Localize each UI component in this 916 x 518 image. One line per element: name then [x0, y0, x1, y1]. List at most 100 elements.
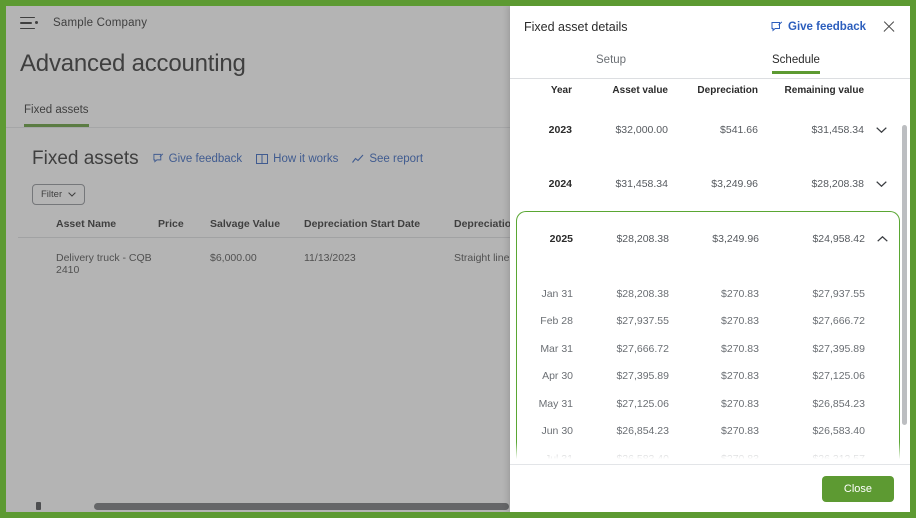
chevron-up-icon[interactable] — [865, 236, 899, 242]
cell-remaining-value: $26,312.57 — [812, 452, 865, 464]
col-asset-name: Asset Name — [56, 218, 117, 230]
year-row[interactable]: 2023 $32,000.00 $541.66 $31,458.34 — [510, 103, 910, 157]
cell-year: 2024 — [548, 178, 572, 190]
hamburger-icon[interactable] — [20, 16, 38, 30]
cell-depreciation: $270.83 — [721, 370, 759, 383]
give-feedback-link[interactable]: Give feedback — [153, 152, 243, 165]
cell-remaining-value: $27,937.55 — [812, 287, 865, 300]
filter-button[interactable]: Filter — [32, 184, 86, 205]
filter-label: Filter — [41, 189, 63, 200]
cell-depreciation: $270.83 — [721, 452, 759, 464]
cell-depreciation: $270.83 — [721, 342, 759, 355]
cell-asset-value: $31,458.34 — [615, 178, 668, 190]
panel-give-feedback-link[interactable]: Give feedback — [771, 21, 866, 33]
col-remaining-value: Remaining value — [784, 85, 864, 96]
cell-remaining-value: $27,666.72 — [812, 315, 865, 328]
cell-depreciation: $270.83 — [721, 287, 759, 300]
cell-remaining-value: $31,458.34 — [811, 124, 864, 136]
cell-year: 2025 — [549, 233, 573, 245]
scrollbar-start-marker — [36, 502, 41, 510]
company-name: Sample Company — [53, 17, 148, 29]
horizontal-scrollbar[interactable] — [6, 502, 510, 510]
month-row: Feb 28 $27,937.55 $270.83 $27,666.72 — [517, 308, 899, 336]
vertical-scrollbar[interactable] — [902, 125, 907, 455]
cell-depreciation: $270.83 — [721, 397, 759, 410]
tab-fixed-assets[interactable]: Fixed assets — [24, 104, 89, 127]
chart-line-icon — [352, 154, 364, 163]
give-feedback-label: Give feedback — [168, 152, 243, 165]
cell-method: Straight line — [454, 252, 510, 264]
scrollbar-thumb[interactable] — [94, 503, 509, 510]
cell-asset-value: $27,937.55 — [616, 315, 669, 328]
col-salvage-value: Salvage Value — [210, 218, 281, 230]
cell-asset-name: Delivery truck - CQB 2410 — [56, 252, 152, 276]
card-title: Fixed assets — [32, 148, 139, 169]
cell-depreciation: $3,249.96 — [711, 178, 758, 190]
col-price: Price — [158, 218, 184, 230]
col-expand-spacer — [864, 85, 898, 96]
schedule-rows: 2023 $32,000.00 $541.66 $31,458.34 2024 … — [510, 103, 910, 464]
panel-header: Fixed asset details Give feedback — [510, 6, 910, 48]
scrollbar-thumb[interactable] — [902, 125, 907, 425]
cell-remaining-value: $27,395.89 — [812, 342, 865, 355]
schedule-table-header: Year Asset value Depreciation Remaining … — [510, 78, 910, 103]
panel-title: Fixed asset details — [524, 20, 628, 34]
cell-remaining-value: $28,208.38 — [811, 178, 864, 190]
cell-period: Mar 31 — [540, 342, 573, 355]
cell-period: Jul 31 — [544, 452, 573, 464]
panel-footer: Close — [510, 464, 910, 512]
cell-salvage-value: $6,000.00 — [210, 252, 257, 264]
see-report-label: See report — [369, 153, 424, 165]
cell-price — [158, 252, 210, 276]
feedback-icon — [153, 153, 163, 163]
cell-asset-value: $27,125.06 — [616, 397, 669, 410]
cell-depreciation: $270.83 — [721, 315, 759, 328]
panel-give-feedback-label: Give feedback — [788, 21, 866, 33]
cell-period: Apr 30 — [542, 370, 573, 383]
how-it-works-link[interactable]: How it works — [256, 153, 338, 165]
col-asset-value: Asset value — [612, 85, 668, 96]
cell-start-date: 11/13/2023 — [304, 252, 356, 264]
expanded-year-group: 2025 $28,208.38 $3,249.96 $24,958.42 Jan… — [516, 211, 900, 464]
cell-asset-value: $28,208.38 — [616, 233, 669, 245]
panel-header-actions: Give feedback — [771, 20, 896, 34]
col-depreciation: Depreciation — [697, 85, 758, 96]
month-row: Jul 31 $26,583.40 $270.83 $26,312.57 — [517, 445, 899, 464]
close-icon[interactable] — [882, 20, 896, 34]
month-row: May 31 $27,125.06 $270.83 $26,854.23 — [517, 390, 899, 418]
page-title: Advanced accounting — [20, 50, 246, 77]
cell-asset-value: $28,208.38 — [616, 287, 669, 300]
cell-year: 2023 — [548, 124, 572, 136]
card-header: Fixed assets Give feedback How it works — [18, 142, 898, 170]
see-report-link[interactable]: See report — [352, 153, 423, 165]
cell-asset-value: $32,000.00 — [615, 124, 668, 136]
col-depreciation-start-date: Depreciation Start Date — [304, 218, 421, 230]
month-row: Jun 30 $26,854.23 $270.83 $26,583.40 — [517, 418, 899, 446]
schedule-scroll-area[interactable]: 2023 $32,000.00 $541.66 $31,458.34 2024 … — [510, 103, 910, 464]
month-row: Jan 31 $28,208.38 $270.83 $27,937.55 — [517, 280, 899, 308]
cell-period: Jun 30 — [541, 425, 573, 438]
app-tabs: Fixed assets — [6, 100, 910, 128]
tab-setup[interactable]: Setup — [596, 54, 627, 66]
col-year: Year — [550, 85, 572, 96]
cell-remaining-value: $24,958.42 — [812, 233, 865, 245]
chevron-down-icon[interactable] — [864, 127, 898, 133]
cell-remaining-value: $27,125.06 — [812, 370, 865, 383]
cell-asset-value: $26,583.40 — [616, 452, 669, 464]
panel-tabs: Setup Schedule — [510, 48, 910, 78]
chevron-down-icon[interactable] — [864, 181, 898, 187]
month-row: Apr 30 $27,395.89 $270.83 $27,125.06 — [517, 363, 899, 391]
cell-remaining-value: $26,583.40 — [812, 425, 865, 438]
year-row[interactable]: 2025 $28,208.38 $3,249.96 $24,958.42 — [517, 212, 899, 266]
how-it-works-label: How it works — [273, 153, 339, 165]
month-row: Mar 31 $27,666.72 $270.83 $27,395.89 — [517, 335, 899, 363]
cell-asset-value: $27,395.89 — [616, 370, 669, 383]
cell-depreciation: $541.66 — [720, 124, 758, 136]
close-button[interactable]: Close — [821, 475, 894, 502]
tab-schedule[interactable]: Schedule — [772, 54, 820, 74]
year-row[interactable]: 2024 $31,458.34 $3,249.96 $28,208.38 — [510, 157, 910, 211]
book-icon — [256, 154, 269, 164]
cell-depreciation: $3,249.96 — [712, 233, 759, 245]
table-row[interactable]: Delivery truck - CQB 2410 $6,000.00 11/1… — [18, 238, 898, 276]
